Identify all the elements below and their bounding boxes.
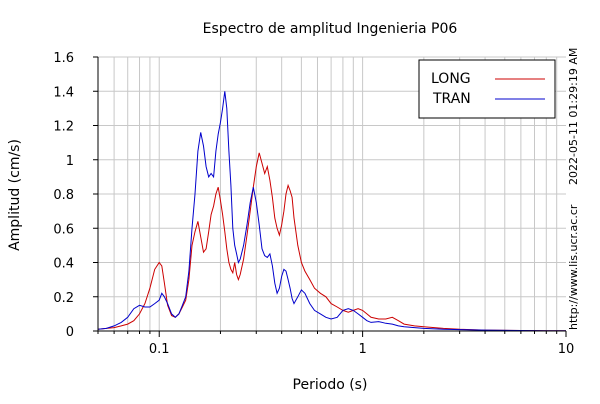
grid-lines [97,56,566,332]
x-tick-label: 1 [358,342,366,357]
series-line-tran [97,91,567,332]
source-url-text: http://www.lis.ucr.ac.cr [567,204,580,330]
y-tick-label: 1 [66,154,74,169]
y-axis-label: Amplitud (cm/s) [7,139,23,251]
chart-title: Espectro de amplitud Ingenieria P06 [203,21,458,37]
series-lines [97,91,567,332]
y-tick-label: 1.4 [53,85,74,100]
timestamp-text: 2022-05-11 01:29:19 AM [567,48,580,185]
y-tick-label: 0.8 [53,188,74,203]
axes [93,56,567,337]
legend: LONG TRAN [418,59,556,119]
y-tick-label: 0 [66,325,74,340]
y-tick-label: 1.6 [53,51,74,66]
tick-labels: 0.1 1 10 0 0.2 0.4 0.6 0.8 1 1.2 1.4 1.6 [53,51,574,357]
legend-label-long: LONG [431,71,471,87]
x-tick-label: 10 [558,342,575,357]
legend-label-tran: TRAN [432,91,471,107]
y-tick-label: 0.2 [53,291,74,306]
x-tick-label: 0.1 [149,342,170,357]
y-tick-label: 0.4 [53,257,74,272]
y-tick-label: 1.2 [53,120,74,135]
legend-box [418,59,556,119]
x-axis-label: Periodo (s) [293,377,368,393]
y-tick-label: 0.6 [53,222,74,237]
